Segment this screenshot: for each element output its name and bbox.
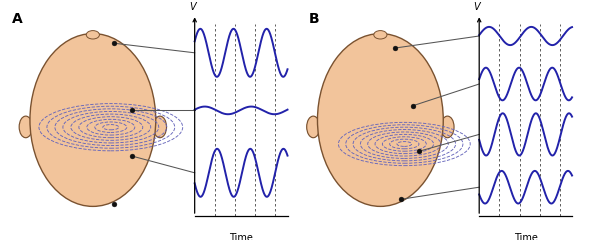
Ellipse shape xyxy=(86,31,99,39)
Ellipse shape xyxy=(317,34,443,206)
Ellipse shape xyxy=(30,34,156,206)
Text: V: V xyxy=(189,2,196,12)
Ellipse shape xyxy=(19,116,32,138)
Text: Time: Time xyxy=(229,233,253,240)
Text: V: V xyxy=(473,2,480,12)
Text: B: B xyxy=(308,12,319,26)
Ellipse shape xyxy=(374,31,387,39)
Text: Time: Time xyxy=(514,233,537,240)
Ellipse shape xyxy=(153,116,167,138)
Text: A: A xyxy=(12,12,23,26)
Ellipse shape xyxy=(307,116,320,138)
Ellipse shape xyxy=(441,116,454,138)
